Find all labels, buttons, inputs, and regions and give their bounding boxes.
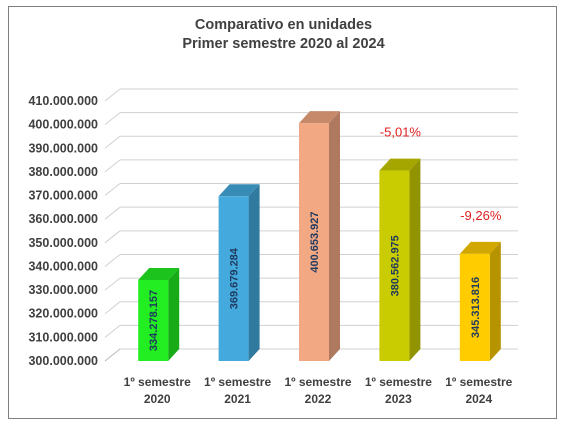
y-tick-label: 370.000.000 <box>28 189 98 203</box>
bar-side <box>409 158 421 361</box>
bar <box>459 253 490 361</box>
y-tick-label: 360.000.000 <box>28 212 98 226</box>
x-category-label: 2020 <box>144 392 171 406</box>
bar-top <box>379 158 421 171</box>
bar-top <box>299 111 340 124</box>
chart-title: Comparativo en unidades Primer semestre … <box>0 16 567 54</box>
gridline-depth <box>104 135 121 149</box>
gridline-depth <box>104 254 121 267</box>
x-category-label: 1º semestre <box>365 375 432 389</box>
y-tick-label: 310.000.000 <box>28 330 98 344</box>
bar <box>299 123 329 361</box>
y-tick-label: 410.000.000 <box>28 94 98 108</box>
gridline-depth <box>104 88 121 102</box>
x-category-label: 1º semestre <box>284 375 351 389</box>
x-category-label: 2022 <box>305 392 332 406</box>
bars: 334.278.157 369.679.284 400.653.927 380.562… <box>138 111 501 361</box>
bar-data-label: 400.653.927 <box>309 211 321 272</box>
y-tick-label: 380.000.000 <box>28 165 98 179</box>
x-category-label: 2024 <box>465 392 492 406</box>
x-category-label: 1º semestre <box>204 375 271 389</box>
bar <box>218 196 249 361</box>
floor-edge <box>104 348 121 362</box>
gridline-depth <box>104 301 121 315</box>
bar-top <box>459 241 501 254</box>
bar-side <box>248 184 260 361</box>
gridline-depth <box>104 159 121 173</box>
x-category-label: 1º semestre <box>124 375 191 389</box>
y-tick-label: 320.000.000 <box>28 307 98 321</box>
chart-title-line-1: Comparativo en unidades <box>194 17 373 33</box>
gridline-depth <box>104 206 121 220</box>
y-tick-label: 400.000.000 <box>28 118 98 132</box>
gridline-depth <box>104 277 121 291</box>
change-annotation: -5,01% <box>380 125 422 140</box>
bar-data-label: 369.679.284 <box>229 247 241 309</box>
annotations: -5,01% -9,26% <box>380 125 502 223</box>
y-axis-ticks: 300.000.000 310.000.000 320.000.000 330.000… <box>28 94 98 368</box>
bar <box>379 170 410 361</box>
y-tick-label: 390.000.000 <box>28 141 98 155</box>
x-category-label: 1º semestre <box>445 375 512 389</box>
bar-side <box>168 267 180 361</box>
gridline-depth <box>104 230 121 244</box>
y-tick-label: 330.000.000 <box>28 283 98 297</box>
y-tick-label: 350.000.000 <box>28 236 98 250</box>
y-tick-label: 340.000.000 <box>28 259 98 273</box>
change-annotation: -9,26% <box>460 208 502 223</box>
bar-side <box>329 111 340 361</box>
bar-top <box>218 184 260 197</box>
bar-data-label: 334.278.157 <box>148 290 160 351</box>
bar-data-label: 345.313.816 <box>470 277 482 338</box>
gridline-depth <box>104 183 121 196</box>
gridline-depth <box>104 112 121 126</box>
bar-side <box>489 241 501 361</box>
x-axis-categories: 1º semestre 2020 1º semestre 2021 1º semestr… <box>124 375 513 406</box>
chart-title-line-2: Primer semestre 2020 al 2024 <box>182 36 385 52</box>
bar-data-label: 380.562.975 <box>389 235 401 296</box>
gridline-depth <box>104 324 121 338</box>
x-category-label: 2023 <box>385 392 412 406</box>
bar <box>138 279 169 361</box>
x-category-label: 2021 <box>224 392 251 406</box>
bar-top <box>138 267 180 280</box>
y-tick-label: 300.000.000 <box>28 354 98 368</box>
